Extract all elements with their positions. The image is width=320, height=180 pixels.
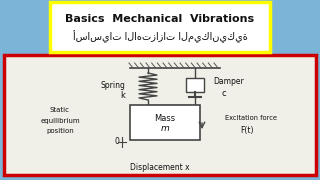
Text: Damper: Damper <box>213 78 244 87</box>
Text: Mass: Mass <box>155 114 176 123</box>
Text: position: position <box>46 128 74 134</box>
Bar <box>4 55 316 175</box>
Bar <box>50 2 270 52</box>
Text: m: m <box>161 124 169 133</box>
Text: 0: 0 <box>115 138 119 147</box>
Text: k: k <box>120 91 125 100</box>
Text: أساسيات الاهتزازات الميكانيكية: أساسيات الاهتزازات الميكانيكية <box>73 31 247 43</box>
Text: equilibrium: equilibrium <box>40 118 80 124</box>
Text: Excitation force: Excitation force <box>225 115 277 121</box>
Text: Displacement x: Displacement x <box>130 163 190 172</box>
Text: c: c <box>221 89 226 98</box>
Bar <box>130 105 200 140</box>
Text: Spring: Spring <box>100 80 125 89</box>
Bar <box>186 78 204 91</box>
Text: Basics  Mechanical  Vibrations: Basics Mechanical Vibrations <box>65 14 255 24</box>
Text: Static: Static <box>50 107 70 113</box>
Text: F(t): F(t) <box>240 125 253 134</box>
